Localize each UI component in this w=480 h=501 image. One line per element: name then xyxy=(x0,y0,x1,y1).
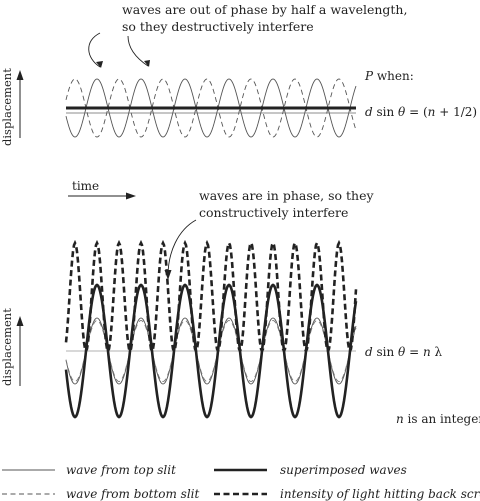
legend: wave from top slit wave from bottom slit… xyxy=(2,463,480,501)
bottom-annotation-line1: waves are in phase, so they xyxy=(199,188,374,203)
in-phase-pointer xyxy=(167,219,197,277)
out-of-phase-pointer-right xyxy=(127,35,149,67)
top-annotation-line2: so they destructively interfere xyxy=(122,19,314,34)
legend-label-top-slit: wave from top slit xyxy=(66,463,176,477)
top-waves xyxy=(65,78,357,138)
destructive-formula: d sin θ = (n + 1/2) λ xyxy=(365,105,480,119)
constructive-formula: d sin θ = n λ xyxy=(365,345,443,359)
up-arrow-icon xyxy=(16,316,24,326)
legend-label-intensity: intensity of light hitting back screen xyxy=(280,487,480,501)
wave-from-top-slit xyxy=(65,78,357,138)
integer-note: n is an integer xyxy=(396,412,480,426)
top-annotation-line1: waves are out of phase by half a wavelen… xyxy=(122,2,407,17)
legend-label-bottom-slit: wave from bottom slit xyxy=(66,487,200,501)
out-of-phase-pointer-left xyxy=(88,32,101,68)
wave-from-bottom-slit xyxy=(65,78,357,138)
up-arrow-icon xyxy=(16,70,24,80)
bottom-annotation-line2: constructively interfere xyxy=(199,205,348,220)
arrowhead-icon xyxy=(96,61,103,68)
legend-label-superimposed: superimposed waves xyxy=(280,463,407,477)
displacement-label-bottom: displacement xyxy=(0,308,14,386)
arrowhead-icon xyxy=(144,60,150,67)
bottom-waves xyxy=(64,239,358,419)
superimposed-wave xyxy=(64,283,358,419)
right-arrow-icon xyxy=(126,192,136,200)
top-condition-header: P when: xyxy=(364,69,414,83)
time-label: time xyxy=(72,179,99,193)
wave-from-bottom-slit xyxy=(65,320,357,382)
intensity-curve xyxy=(64,239,358,355)
displacement-label-top: displacement xyxy=(0,68,14,146)
